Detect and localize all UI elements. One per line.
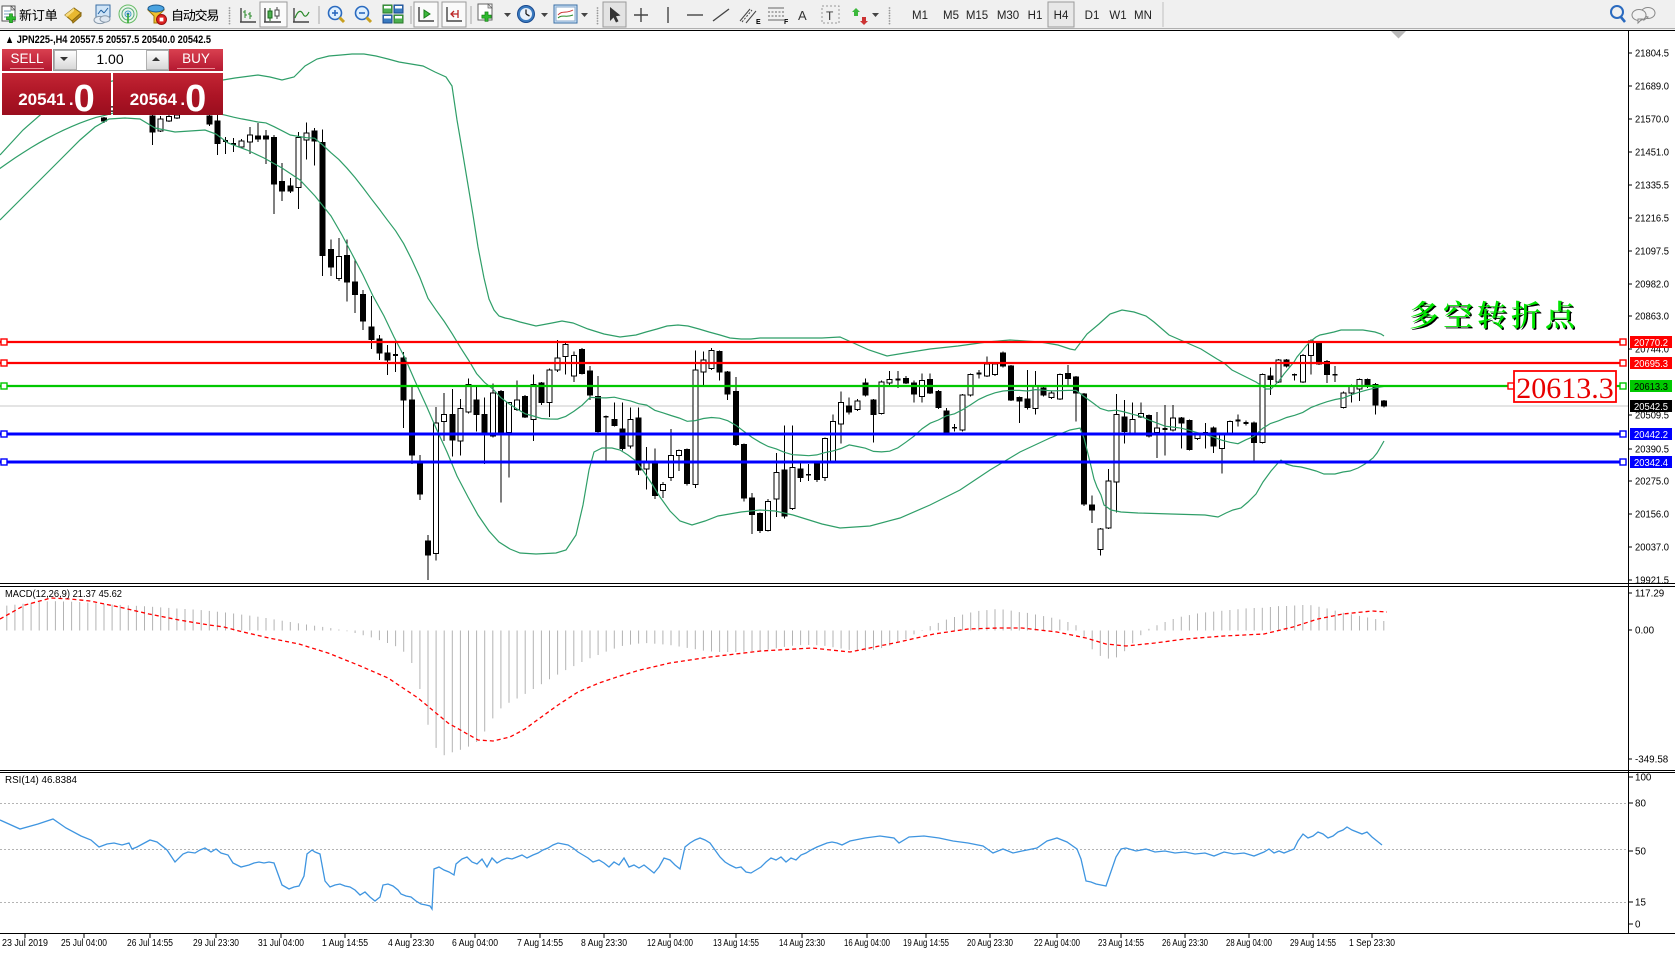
svg-text:E: E xyxy=(756,19,761,26)
svg-text:20613.3: 20613.3 xyxy=(1634,382,1669,393)
svg-text:0.00: 0.00 xyxy=(1635,626,1655,637)
svg-text:F: F xyxy=(784,19,789,26)
svg-text:21335.5: 21335.5 xyxy=(1635,181,1670,192)
svg-text:W1: W1 xyxy=(1109,10,1126,22)
svg-text:20037.0: 20037.0 xyxy=(1635,543,1670,554)
svg-text:22 Aug 04:00: 22 Aug 04:00 xyxy=(1034,938,1080,949)
svg-text:T: T xyxy=(826,9,834,23)
svg-text:21804.5: 21804.5 xyxy=(1635,49,1670,60)
svg-text:20275.0: 20275.0 xyxy=(1635,477,1670,488)
svg-text:19921.5: 19921.5 xyxy=(1635,576,1670,587)
svg-text:A: A xyxy=(798,8,807,23)
svg-text:117.29: 117.29 xyxy=(1635,589,1664,600)
svg-text:20542.5: 20542.5 xyxy=(1634,402,1669,413)
svg-text:20156.0: 20156.0 xyxy=(1635,510,1670,521)
svg-text:29 Jul 23:30: 29 Jul 23:30 xyxy=(193,938,239,949)
svg-text:1 Sep 23:30: 1 Sep 23:30 xyxy=(1349,938,1395,949)
svg-text:20390.5: 20390.5 xyxy=(1635,445,1670,456)
svg-text:26 Aug 23:30: 26 Aug 23:30 xyxy=(1162,938,1208,949)
svg-text:21689.0: 21689.0 xyxy=(1635,82,1670,93)
svg-text:13 Aug 14:55: 13 Aug 14:55 xyxy=(713,938,759,949)
svg-text:23 Aug 14:55: 23 Aug 14:55 xyxy=(1098,938,1144,949)
svg-text:16 Aug 04:00: 16 Aug 04:00 xyxy=(844,938,890,949)
svg-text:D1: D1 xyxy=(1085,10,1100,22)
svg-text:19 Aug 14:55: 19 Aug 14:55 xyxy=(903,938,949,949)
svg-text:6 Aug 04:00: 6 Aug 04:00 xyxy=(452,938,498,949)
svg-text:14 Aug 23:30: 14 Aug 23:30 xyxy=(779,938,825,949)
svg-text:0: 0 xyxy=(1635,920,1641,931)
svg-text:20744.0: 20744.0 xyxy=(1635,345,1670,356)
svg-text:▲ JPN225-,H4 20557.5 20557.5: ▲ JPN225-,H4 20557.5 20557.5 20540.0 205… xyxy=(5,34,211,46)
svg-text:28 Aug 04:00: 28 Aug 04:00 xyxy=(1226,938,1272,949)
svg-text:12 Aug 04:00: 12 Aug 04:00 xyxy=(647,938,693,949)
svg-text:100: 100 xyxy=(1635,773,1652,784)
svg-text:8 Aug 23:30: 8 Aug 23:30 xyxy=(581,938,627,949)
svg-text:20509.5: 20509.5 xyxy=(1635,411,1670,422)
svg-text:29 Aug 14:55: 29 Aug 14:55 xyxy=(1290,938,1336,949)
svg-text:MACD(12,26,9) 21.37 45.62: MACD(12,26,9) 21.37 45.62 xyxy=(5,588,122,600)
svg-text:15: 15 xyxy=(1635,898,1646,909)
svg-text:-349.58: -349.58 xyxy=(1635,755,1669,766)
svg-text:20770.2: 20770.2 xyxy=(1634,338,1668,349)
svg-text:7 Aug 14:55: 7 Aug 14:55 xyxy=(517,938,563,949)
svg-text:20613.3: 20613.3 xyxy=(1516,372,1614,405)
svg-text:20 Aug 23:30: 20 Aug 23:30 xyxy=(967,938,1013,949)
svg-text:80: 80 xyxy=(1635,799,1646,810)
svg-text:21570.0: 21570.0 xyxy=(1635,115,1670,126)
svg-text:MN: MN xyxy=(1134,10,1152,22)
svg-text:20442.2: 20442.2 xyxy=(1634,430,1668,441)
svg-text:25 Jul 04:00: 25 Jul 04:00 xyxy=(61,938,107,949)
svg-text:4 Aug 23:30: 4 Aug 23:30 xyxy=(388,938,434,949)
svg-text:21451.0: 21451.0 xyxy=(1635,148,1670,159)
svg-text:21097.5: 21097.5 xyxy=(1635,247,1670,258)
svg-text:21216.5: 21216.5 xyxy=(1635,214,1670,225)
svg-text:RSI(14) 46.8384: RSI(14) 46.8384 xyxy=(5,774,77,786)
svg-text:H4: H4 xyxy=(1054,10,1069,22)
svg-text:M5: M5 xyxy=(943,10,959,22)
svg-text:H1: H1 xyxy=(1028,10,1043,22)
svg-text:20863.0: 20863.0 xyxy=(1635,312,1670,323)
svg-text:M30: M30 xyxy=(997,10,1019,22)
svg-text:26 Jul 14:55: 26 Jul 14:55 xyxy=(127,938,173,949)
svg-text:20342.4: 20342.4 xyxy=(1634,458,1669,469)
svg-text:20695.3: 20695.3 xyxy=(1634,359,1669,370)
svg-text:1 Aug 14:55: 1 Aug 14:55 xyxy=(322,938,368,949)
svg-text:31 Jul 04:00: 31 Jul 04:00 xyxy=(258,938,304,949)
svg-text:M15: M15 xyxy=(966,10,988,22)
svg-text:50: 50 xyxy=(1635,847,1646,858)
svg-text:20982.0: 20982.0 xyxy=(1635,280,1670,291)
svg-text:M1: M1 xyxy=(912,10,928,22)
svg-text:23 Jul 2019: 23 Jul 2019 xyxy=(2,938,48,949)
